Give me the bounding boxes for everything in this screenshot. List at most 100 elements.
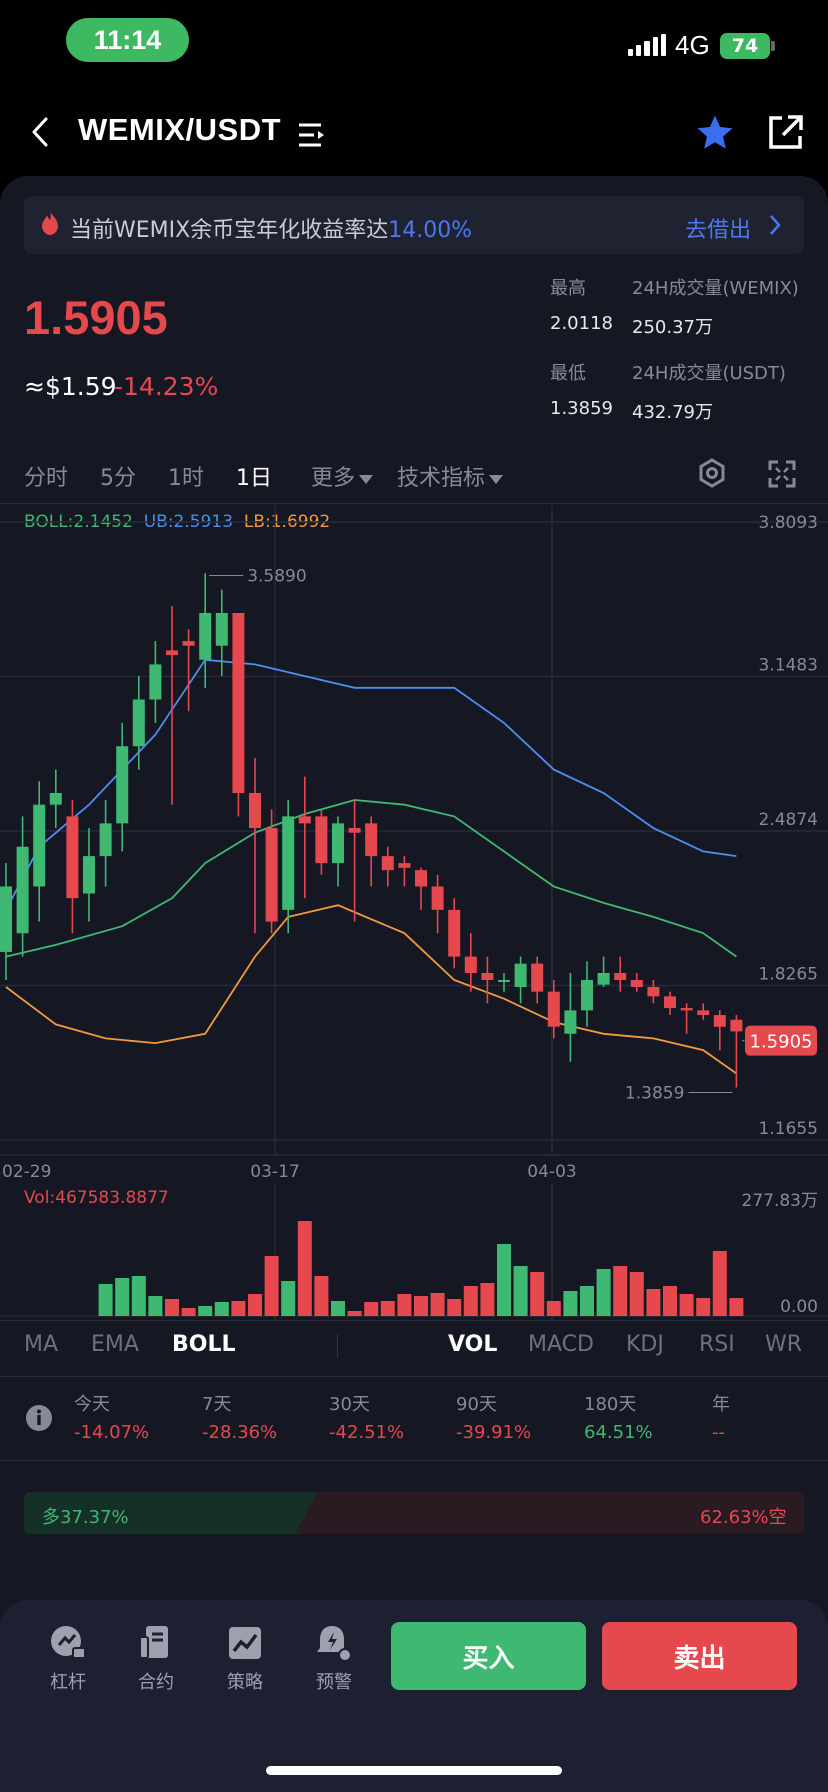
perf-value: -39.91% <box>456 1422 532 1443</box>
candle-body <box>215 613 228 646</box>
high-label: 最高 <box>550 278 586 299</box>
fire-icon <box>40 210 60 240</box>
y-tick-label: 1.1655 <box>759 1119 818 1139</box>
perf-label: 180天 <box>584 1394 637 1415</box>
fullscreen-icon[interactable] <box>768 460 796 492</box>
tab-more[interactable]: 更多 <box>311 460 374 492</box>
volume-bar <box>430 1293 445 1316</box>
volume-bar <box>131 1276 146 1316</box>
pair-list-icon[interactable] <box>297 122 325 152</box>
candle-body <box>564 1010 577 1034</box>
tab-indicators[interactable]: 技术指标 <box>397 460 504 492</box>
boll-lower-line <box>5 904 737 1075</box>
candle-body <box>448 909 461 957</box>
high-marker-label: 3.5890 <box>247 566 306 586</box>
candle-body <box>149 664 162 700</box>
candle-body <box>680 1008 693 1011</box>
volume-bar <box>264 1256 279 1316</box>
tab-timeline[interactable]: 分时 <box>24 466 69 491</box>
candle-body <box>116 746 129 824</box>
price-change: -14.23% <box>114 372 219 401</box>
low-label: 最低 <box>550 363 586 384</box>
divider <box>0 1376 828 1377</box>
volume-bar <box>530 1272 545 1316</box>
volume-bar <box>447 1299 462 1316</box>
candle-body <box>66 816 79 899</box>
candle-body <box>498 979 510 982</box>
candle-body <box>365 823 378 857</box>
battery-tip <box>771 41 775 51</box>
contract-button[interactable]: 合约 <box>121 1624 191 1694</box>
share-icon[interactable] <box>766 114 804 156</box>
volume-bar <box>198 1306 213 1316</box>
lend-link[interactable]: 去借出 <box>685 218 752 243</box>
banner-rate: 14.00% <box>388 218 473 243</box>
back-icon[interactable] <box>28 116 52 152</box>
volume-bar <box>165 1299 179 1316</box>
volume-bar <box>646 1289 661 1316</box>
info-icon[interactable] <box>25 1404 53 1436</box>
favorite-star-icon[interactable] <box>694 112 736 158</box>
candle-body <box>182 641 195 646</box>
candle-body <box>697 1010 710 1016</box>
strategy-button[interactable]: 策略 <box>210 1624 280 1694</box>
candle-body <box>547 991 560 1027</box>
candle-body <box>315 816 328 864</box>
tab-wr[interactable]: WR <box>765 1332 803 1357</box>
volume-bar <box>414 1296 428 1316</box>
volume-bar <box>679 1294 694 1316</box>
vol-base-value: 250.37万 <box>632 317 713 338</box>
leverage-button[interactable]: 杠杆 <box>33 1624 103 1694</box>
tab-ema[interactable]: EMA <box>91 1332 139 1357</box>
perf-value: -14.07% <box>74 1422 150 1443</box>
volume-bar <box>331 1301 345 1316</box>
buy-button[interactable]: 买入 <box>391 1622 586 1690</box>
earn-banner[interactable] <box>24 196 804 254</box>
tab-ma[interactable]: MA <box>24 1332 59 1357</box>
perf-label: 年 <box>712 1394 730 1415</box>
tab-indicators-label: 技术指标 <box>397 466 486 491</box>
divider <box>0 1320 828 1321</box>
last-price: 1.5905 <box>24 291 168 344</box>
perf-label: 7天 <box>202 1394 232 1415</box>
candle-body <box>132 699 145 747</box>
contract-icon <box>139 1626 168 1659</box>
volume-bar <box>613 1266 628 1316</box>
volume-bar <box>397 1294 412 1316</box>
candlestick-chart[interactable]: 3.8093 3.1483 2.4874 1.8265 1.1655 02-29 03-17… <box>0 505 828 1185</box>
perf-value: 64.51% <box>584 1422 653 1443</box>
tab-5m[interactable]: 5分 <box>100 466 136 491</box>
volume-bar <box>497 1244 511 1316</box>
y-tick-label: 3.8093 <box>759 513 818 533</box>
settings-icon[interactable] <box>697 458 727 492</box>
volume-bar <box>347 1311 362 1316</box>
vol-tick-label: 0.00 <box>780 1297 818 1317</box>
tab-kdj[interactable]: KDJ <box>626 1332 664 1357</box>
high-value: 2.0118 <box>550 313 613 334</box>
candle-body <box>83 856 95 894</box>
boll-mid-line <box>5 799 737 958</box>
battery-icon: 74 <box>720 33 770 59</box>
volume-bar <box>380 1301 395 1316</box>
volume-bar <box>148 1296 163 1316</box>
candle-body <box>49 792 62 805</box>
caret-down-icon <box>489 474 504 484</box>
volume-chart[interactable]: 277.83万 0.00 <box>0 1184 828 1320</box>
chevron-right-icon[interactable] <box>768 214 782 240</box>
pair-title[interactable]: WEMIX/USDT <box>78 112 282 147</box>
tab-1h[interactable]: 1时 <box>168 466 204 491</box>
tab-1d[interactable]: 1日 <box>236 466 272 491</box>
home-indicator[interactable] <box>266 1766 562 1775</box>
tab-boll[interactable]: BOLL <box>172 1332 236 1357</box>
tab-vol[interactable]: VOL <box>448 1332 498 1357</box>
candle-body <box>415 870 427 887</box>
sell-button[interactable]: 卖出 <box>602 1622 797 1690</box>
candle-body <box>166 650 178 656</box>
candle-body <box>0 886 12 952</box>
vol-tick-label: 277.83万 <box>742 1191 818 1211</box>
alert-button[interactable]: 预警 <box>299 1624 369 1694</box>
low-value: 1.3859 <box>550 398 613 419</box>
tab-rsi[interactable]: RSI <box>699 1332 735 1357</box>
candle-body <box>16 846 29 934</box>
tab-macd[interactable]: MACD <box>528 1332 594 1357</box>
